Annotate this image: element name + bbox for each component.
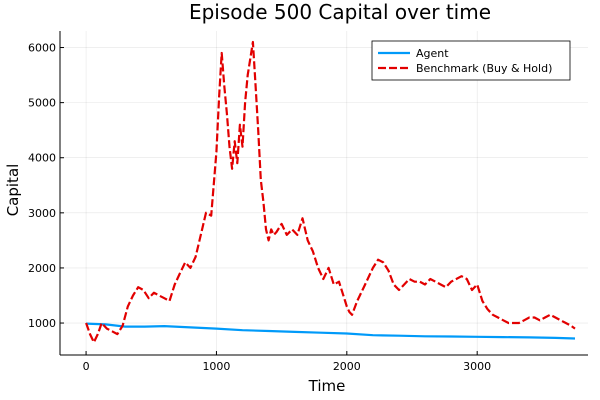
tick-labels: 0 1000 2000 3000 1000 2000 3000 4000 5000 6000 [28,42,491,373]
series-line-benchmark [85,40,576,344]
legend: Agent Benchmark (Buy & Hold) [371,40,571,81]
x-tick-label: 1000 [202,360,230,373]
y-tick-label: 4000 [28,152,56,165]
axes [59,31,588,356]
y-axis-label: Capital [4,164,22,217]
chart-title: Episode 500 Capital over time [189,0,491,24]
x-tick-label: 0 [83,360,90,373]
legend-label: Agent [416,47,449,60]
x-tick-label: 2000 [333,360,361,373]
y-tick-label: 5000 [28,97,56,110]
series-lines [85,40,576,344]
y-tick-label: 6000 [28,42,56,55]
series-line-agent [86,322,576,340]
x-tick-label: 3000 [463,360,491,373]
legend-label: Benchmark (Buy & Hold) [416,62,552,75]
y-tick-label: 2000 [28,262,56,275]
legend-box [371,40,571,81]
x-axis-label: Time [308,377,346,395]
y-tick-label: 1000 [28,317,56,330]
y-tick-label: 3000 [28,207,56,220]
